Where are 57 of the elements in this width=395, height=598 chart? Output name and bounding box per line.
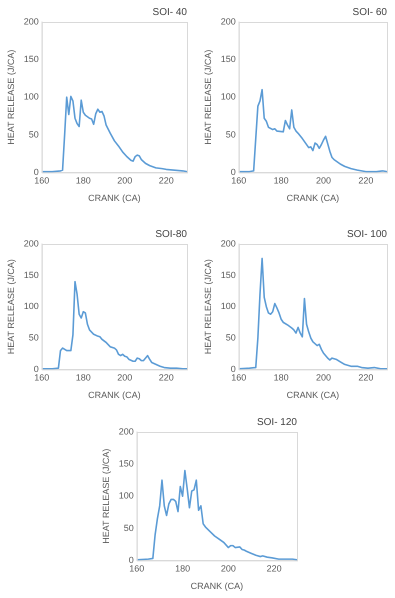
y-tick-label: 100 — [220, 301, 236, 312]
y-tick-label: 200 — [220, 16, 236, 26]
y-tick-label: 150 — [24, 270, 39, 280]
x-tick-label: 220 — [266, 563, 282, 574]
x-tick-label: 180 — [274, 372, 289, 382]
x-axis-title: CRANK (CA) — [88, 193, 141, 204]
y-tick-label: 50 — [226, 129, 236, 140]
y-axis-title: HEAT RELEASE (J/CA) — [202, 259, 213, 354]
y-tick-label: 150 — [24, 54, 39, 64]
x-tick-label: 200 — [316, 175, 332, 186]
x-tick-label: 180 — [76, 175, 91, 186]
y-tick-label: 100 — [24, 301, 39, 312]
y-axis-title: HEAT RELEASE (J/CA) — [100, 448, 111, 544]
x-tick-label: 220 — [358, 175, 374, 186]
x-tick-label: 220 — [158, 175, 174, 186]
x-tick-label: 180 — [76, 372, 91, 382]
y-tick-label: 50 — [28, 332, 39, 343]
y-tick-label: 200 — [24, 16, 39, 26]
y-tick-label: 200 — [118, 426, 134, 436]
y-tick-label: 50 — [226, 332, 236, 343]
x-tick-label: 160 — [129, 563, 144, 574]
y-tick-label: 0 — [230, 364, 236, 374]
x-tick-label: 200 — [316, 372, 332, 382]
chart-title: SOI- 100 — [346, 228, 388, 240]
y-tick-label: 100 — [220, 92, 236, 102]
y-tick-label: 200 — [24, 238, 39, 248]
x-tick-label: 160 — [34, 372, 50, 382]
y-tick-label: 100 — [118, 490, 134, 501]
y-tick-label: 0 — [34, 364, 39, 374]
y-tick-label: 150 — [220, 270, 236, 280]
y-axis-title: HEAT RELEASE (J/CA) — [6, 259, 16, 354]
x-tick-label: 180 — [274, 175, 289, 186]
chart-title: SOI- 120 — [256, 416, 298, 428]
x-tick-label: 220 — [358, 372, 374, 382]
y-tick-label: 50 — [28, 129, 39, 140]
x-tick-label: 160 — [231, 372, 246, 382]
y-axis-title: HEAT RELEASE (J/CA) — [6, 50, 16, 145]
x-axis-title: CRANK (CA) — [286, 193, 340, 204]
y-tick-label: 50 — [124, 522, 134, 533]
y-tick-label: 100 — [24, 92, 39, 102]
x-tick-label: 160 — [231, 175, 246, 186]
y-tick-label: 150 — [118, 458, 134, 469]
y-tick-label: 0 — [128, 554, 134, 565]
chart-title: SOI-80 — [155, 228, 188, 240]
x-axis-title: CRANK (CA) — [88, 390, 141, 400]
y-axis-title: HEAT RELEASE (J/CA) — [202, 50, 213, 145]
x-axis-title: CRANK (CA) — [286, 390, 340, 400]
y-tick-label: 150 — [220, 54, 236, 64]
chart-title: SOI- 60 — [352, 6, 388, 18]
x-tick-label: 220 — [158, 372, 174, 382]
y-tick-label: 0 — [34, 166, 39, 177]
y-tick-label: 200 — [220, 238, 236, 248]
x-axis-title: CRANK (CA) — [190, 581, 244, 592]
y-tick-label: 0 — [230, 166, 236, 177]
x-tick-label: 160 — [34, 175, 50, 186]
chart-title: SOI- 40 — [152, 6, 188, 18]
x-tick-label: 180 — [175, 563, 190, 574]
